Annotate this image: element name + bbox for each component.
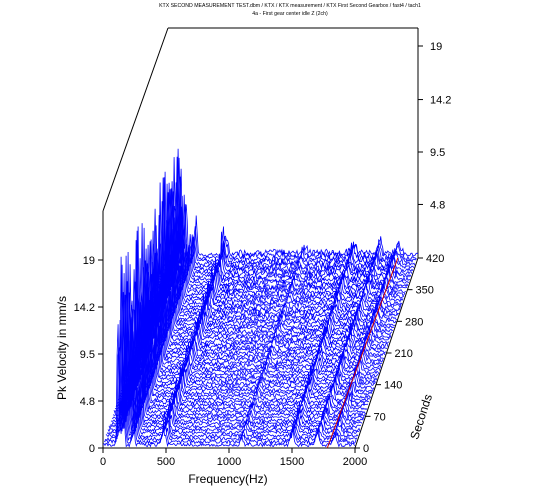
z-axis-ticks: 0 70 140 210 280 350 420 (355, 253, 444, 455)
z-tick-label: 350 (416, 285, 434, 297)
y-axis-ticks: 0 4.8 9.5 14.2 19 (74, 255, 103, 455)
x-tick-label: 0 (100, 456, 106, 468)
z-axis-label: Seconds (407, 392, 435, 441)
back-y-tick-label: 4.8 (430, 199, 445, 211)
spectrum-trace (122, 226, 376, 388)
back-y-tick-label: 14.2 (430, 95, 451, 107)
z-tick-label: 70 (374, 411, 386, 423)
spectrum-trace (109, 294, 363, 427)
back-y-axis-ticks: 4.8 9.5 14.2 19 (418, 41, 451, 211)
x-tick-label: 500 (157, 456, 175, 468)
order-track-line (326, 257, 399, 449)
x-tick-label: 1500 (280, 456, 304, 468)
x-axis-label: Frequency(Hz) (188, 472, 267, 486)
x-tick-label: 2000 (343, 456, 367, 468)
order-line (326, 257, 399, 449)
z-tick-label: 210 (395, 348, 413, 360)
spectrum-trace (148, 177, 402, 310)
spectrum-trace (102, 324, 356, 448)
z-tick-label: 420 (426, 253, 444, 265)
spectrum-trace (121, 230, 375, 391)
y-tick-label: 0 (89, 443, 95, 455)
z-tick-label: 280 (405, 316, 423, 328)
spectrum-trace (159, 157, 412, 279)
spectra-traces (102, 148, 419, 448)
y-tick-label: 14.2 (74, 302, 95, 314)
spectrum-trace (164, 176, 418, 261)
chart-title-line-1: KTX SECOND MEASUREMENT TEST.dbm / KTX / … (159, 3, 421, 9)
y-tick-label: 9.5 (80, 349, 95, 361)
spectrum-trace (162, 148, 416, 267)
spectrum-trace (118, 269, 372, 399)
x-axis-ticks: 0 500 1000 1500 2000 (100, 448, 367, 468)
z-tick-label: 140 (384, 380, 402, 392)
back-y-tick-label: 9.5 (430, 147, 445, 159)
back-y-tick-label: 19 (430, 41, 442, 53)
y-axis-label: Pk Velocity in mm/s (55, 296, 69, 400)
y-tick-label: 19 (83, 255, 95, 267)
z-tick-label: 0 (363, 443, 369, 455)
x-tick-label: 1000 (217, 456, 241, 468)
spectrum-trace (159, 206, 413, 276)
chart-title: KTX SECOND MEASUREMENT TEST.dbm / KTX / … (159, 3, 421, 17)
y-tick-label: 4.8 (80, 396, 95, 408)
chart-title-line-2: 4a - First gear center idle Z (2ch) (252, 11, 328, 17)
spectrum-trace (154, 189, 408, 291)
